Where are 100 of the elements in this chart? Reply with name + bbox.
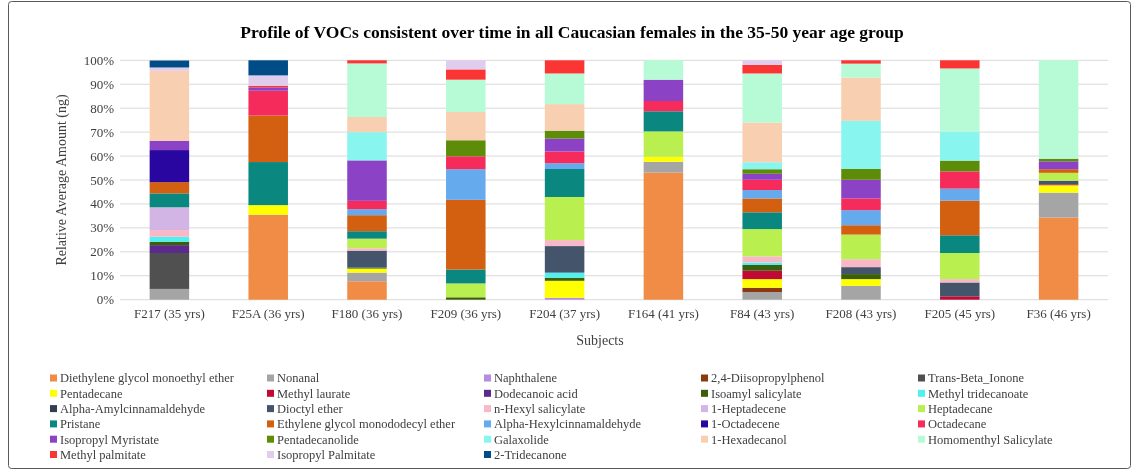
bar: [347, 250, 387, 268]
legend-label: 2,4-Diisopropylphenol: [711, 371, 826, 386]
x-tick-label: F180 (36 yrs): [331, 306, 403, 321]
y-tick-label: 20%: [90, 244, 115, 260]
bar: [347, 60, 387, 64]
bar: [643, 60, 684, 80]
legend-label: Octadecane: [928, 417, 987, 432]
legend-label: Diethylene glycol monoethyl ether: [60, 371, 235, 386]
bar: [446, 297, 486, 300]
legend-label: Methyl laurate: [277, 386, 351, 401]
bar: [149, 67, 190, 71]
bar: [841, 120, 881, 169]
bar: [742, 198, 782, 213]
bar: [940, 60, 980, 69]
bar: [248, 75, 288, 86]
bar: [149, 182, 190, 194]
bar: [149, 245, 190, 254]
bar: [544, 246, 585, 273]
y-tick-label: 90%: [90, 76, 115, 92]
bar: [544, 168, 585, 197]
bar: [149, 193, 190, 208]
legend-label: Heptadecane: [928, 401, 993, 416]
bar: [446, 169, 486, 200]
bar: [149, 140, 190, 151]
legend-label: 1-Heptadecene: [711, 401, 787, 416]
bar: [940, 296, 980, 300]
bar: [446, 283, 486, 298]
bar: [248, 115, 288, 163]
bar: [347, 160, 387, 201]
bar: [643, 111, 684, 132]
legend-label: Galaxolide: [494, 432, 550, 447]
bar: [643, 161, 684, 173]
bar: [1038, 169, 1079, 173]
legend-label: 2-Tridecanone: [494, 447, 567, 462]
bar: [841, 267, 881, 275]
legend-label: Isoamyl salicylate: [711, 386, 803, 401]
bar: [841, 234, 881, 260]
bar: [643, 101, 684, 112]
bar: [940, 200, 980, 236]
y-axis-title: Relative Average Amount (ng): [54, 94, 70, 266]
bar: [347, 209, 387, 216]
bar: [742, 292, 782, 300]
bar: [742, 264, 782, 271]
legend-label: Methyl palmitate: [60, 447, 147, 462]
bar: [841, 210, 881, 226]
bar: [544, 138, 585, 152]
y-tick-label: 40%: [90, 196, 115, 212]
bar: [149, 236, 190, 242]
bar: [347, 248, 387, 251]
bar: [446, 60, 486, 70]
bar: [940, 131, 980, 161]
legend-label: Homomenthyl Salicylate: [928, 432, 1054, 447]
legend-label: Nonanal: [277, 371, 320, 386]
bar: [446, 140, 486, 157]
bar: [841, 198, 881, 211]
bar: [149, 207, 190, 231]
legend-label: n-Hexyl salicylate: [494, 401, 586, 416]
bar: [446, 269, 486, 284]
y-tick-label: 80%: [90, 100, 115, 116]
bar: [841, 168, 881, 180]
bar: [643, 79, 684, 101]
bar: [940, 235, 980, 254]
y-tick-label: 60%: [90, 148, 115, 164]
x-tick-label: F36 (46 yrs): [1026, 306, 1091, 321]
legend-label: Pentadecane: [60, 386, 123, 401]
y-tick-label: 10%: [90, 268, 115, 284]
bar: [742, 60, 782, 65]
bar: [248, 162, 288, 206]
bar: [347, 215, 387, 232]
bar: [742, 256, 782, 263]
bar: [1038, 161, 1079, 170]
bar: [742, 279, 782, 288]
y-tick-label: 50%: [90, 172, 115, 188]
bar: [446, 156, 486, 170]
y-tick-label: 70%: [90, 124, 115, 140]
bar: [446, 199, 486, 270]
legend-label: Methyl tridecanoate: [928, 386, 1029, 401]
bar: [643, 156, 684, 162]
bar: [149, 253, 190, 289]
bar: [149, 230, 190, 237]
legend-label: 1-Hexadecanol: [711, 432, 788, 447]
legend-label: Trans-Beta_Ionone: [928, 371, 1025, 386]
bar: [544, 280, 585, 298]
y-tick-label: 30%: [90, 220, 115, 236]
bar: [940, 253, 980, 280]
legend-label: Pentadecanolide: [277, 432, 360, 447]
bar: [940, 160, 980, 172]
bar: [841, 279, 881, 286]
bar: [742, 179, 782, 191]
bar: [742, 270, 782, 280]
y-tick-label: 100%: [83, 52, 115, 68]
bar: [841, 63, 881, 78]
legend-label: Ethylene glycol monododecyl ether: [277, 417, 456, 432]
bar: [841, 60, 881, 64]
bar: [742, 173, 782, 180]
bar: [347, 63, 387, 118]
bar: [841, 285, 881, 300]
bar: [544, 73, 585, 105]
bar: [841, 77, 881, 121]
bar: [446, 69, 486, 80]
